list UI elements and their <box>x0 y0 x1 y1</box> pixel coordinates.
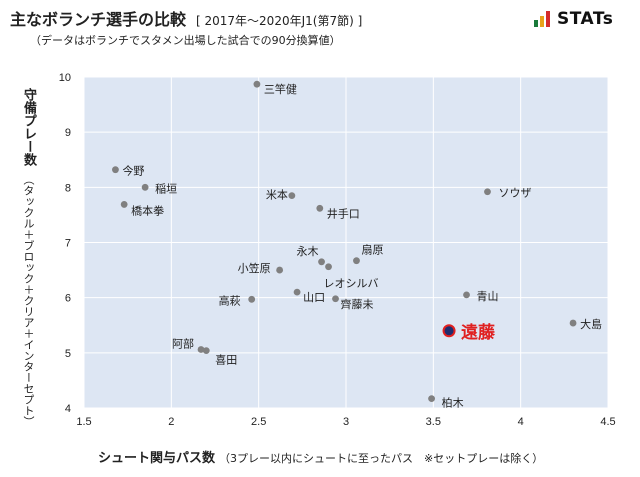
y-axis-label: 守備プレー数 （タックル＋ブロック＋クリア＋インターセプト） <box>16 88 36 427</box>
x-tick-label: 4 <box>518 416 524 428</box>
y-tick-label: 5 <box>65 348 71 360</box>
data-point <box>332 295 339 303</box>
point-label: 大島 <box>580 317 602 331</box>
chart-subtitle: （データはボランチでスタメン出場した試合での90分換算値） <box>30 34 341 47</box>
highlight-point-label: 遠藤 <box>461 323 496 343</box>
highlight-point <box>442 324 456 338</box>
data-point <box>428 395 435 403</box>
stats-logo: STATs <box>534 8 613 30</box>
x-axis-title: シュート関与パス数 <box>98 451 216 466</box>
data-point <box>248 295 256 303</box>
point-label: 齊藤未 <box>341 297 374 311</box>
point-label: 小笠原 <box>238 261 271 275</box>
point-label: 青山 <box>477 290 499 303</box>
point-label: 喜田 <box>215 354 237 367</box>
period-text: [ 2017年～2020年J1(第7節) ] <box>196 14 363 28</box>
data-point <box>112 166 119 174</box>
data-point <box>141 183 149 191</box>
point-label: 井手口 <box>327 206 360 220</box>
y-tick-label: 4 <box>65 403 71 415</box>
logo-text: STATs <box>557 9 614 29</box>
point-label: 山口 <box>303 291 325 304</box>
point-label: 永木 <box>297 244 319 258</box>
data-point <box>484 188 491 196</box>
x-axis-label: シュート関与パス数 （3プレー以内にシュートに至ったパス ※セットプレーは除く） <box>98 447 543 466</box>
point-label: 三竿健 <box>264 82 297 96</box>
point-label: 高萩 <box>219 293 241 307</box>
point-label: 米本 <box>266 188 288 202</box>
point-label: ソウザ <box>498 187 531 200</box>
data-point <box>293 288 301 296</box>
y-axis-note: （タックル＋ブロック＋クリア＋インターセプト） <box>22 174 35 427</box>
data-point <box>197 346 205 353</box>
point-label: 今野 <box>122 164 144 178</box>
logo-bars-icon <box>534 11 552 27</box>
data-point <box>316 204 324 212</box>
data-point <box>276 266 284 274</box>
data-point <box>325 263 332 271</box>
point-label: 柏木 <box>442 396 464 410</box>
title-text: 主なボランチ選手の比較 <box>10 10 187 29</box>
y-tick-label: 7 <box>65 238 71 250</box>
point-label: レオシルバ <box>324 277 379 290</box>
point-label: 橋本拳 <box>131 203 164 217</box>
data-point <box>318 258 325 266</box>
x-tick-label: 3.5 <box>426 416 441 428</box>
y-tick-label: 9 <box>65 127 71 139</box>
data-point <box>202 347 210 355</box>
x-tick-label: 2 <box>168 416 174 428</box>
chart-title: 主なボランチ選手の比較 [ 2017年～2020年J1(第7節) ] <box>10 6 362 30</box>
x-axis-note: （3プレー以内にシュートに至ったパス ※セットプレーは除く） <box>219 452 544 465</box>
x-tick-label: 2.5 <box>251 416 266 428</box>
data-point <box>353 257 360 265</box>
x-tick-label: 3 <box>343 416 349 428</box>
x-tick-label: 4.5 <box>600 416 615 428</box>
point-label: 阿部 <box>172 337 194 351</box>
data-point <box>463 291 470 299</box>
y-tick-label: 8 <box>65 182 71 194</box>
point-label: 稲垣 <box>155 182 177 195</box>
data-point <box>120 201 128 208</box>
y-tick-label: 10 <box>59 72 71 84</box>
y-tick-label: 6 <box>65 293 71 305</box>
data-point <box>569 319 577 327</box>
x-tick-label: 1.5 <box>76 416 91 428</box>
data-point <box>253 80 261 88</box>
data-point <box>288 192 296 200</box>
point-label: 扇原 <box>361 243 383 257</box>
y-axis-title: 守備プレー数 <box>21 88 36 166</box>
